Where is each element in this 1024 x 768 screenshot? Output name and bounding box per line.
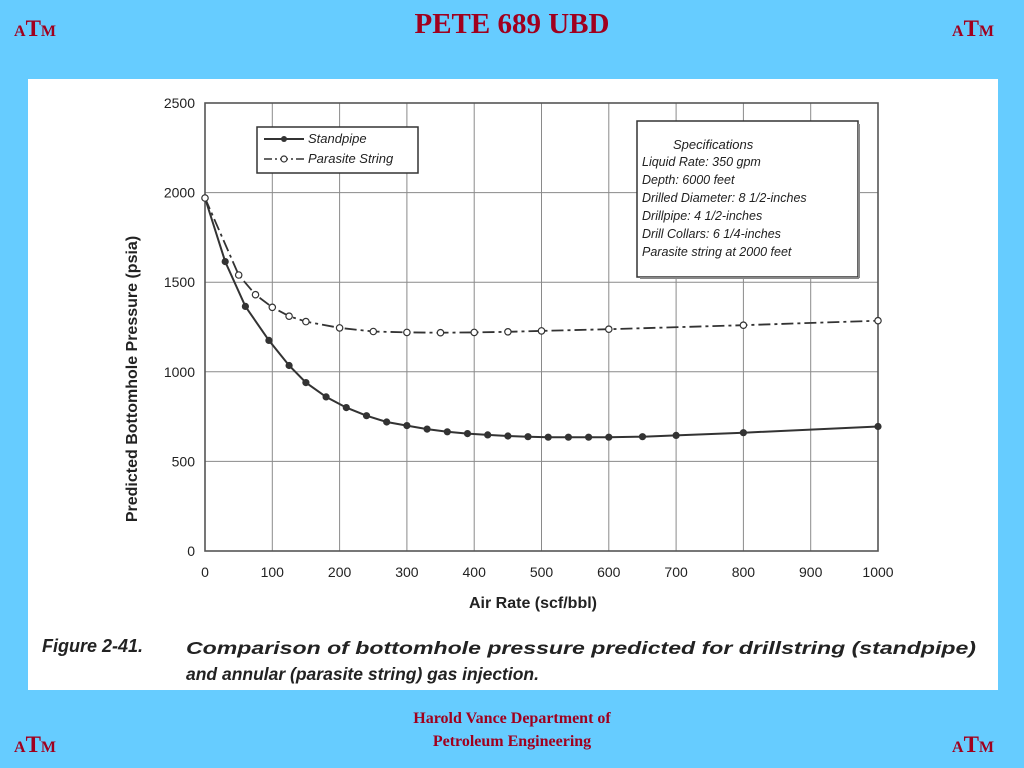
- spec-line: Drill Collars: 6 1/4-inches: [642, 227, 781, 241]
- x-tick-label: 100: [261, 564, 285, 580]
- standpipe-point: [638, 433, 647, 441]
- standpipe-point: [605, 433, 613, 441]
- standpipe-point: [504, 432, 512, 440]
- standpipe-point: [241, 302, 249, 310]
- x-tick-label: 1000: [862, 564, 893, 580]
- parasite-string-point: [234, 271, 243, 279]
- footer: Harold Vance Department of Petroleum Eng…: [312, 707, 712, 753]
- legend-standpipe-label: Standpipe: [308, 131, 367, 146]
- standpipe-point: [443, 428, 451, 436]
- pressure-chart: 0 100 200 300 400 500 600 700 800 900 1000 0 500 1000…: [42, 95, 976, 684]
- standpipe-point: [265, 336, 273, 344]
- standpipe-point: [383, 418, 391, 426]
- parasite-string-point: [604, 325, 613, 334]
- parasite-string-point: [201, 194, 209, 202]
- standpipe-point: [672, 431, 680, 439]
- footer-line-1: Harold Vance Department of: [413, 710, 611, 727]
- legend-parasite-marker: [280, 155, 288, 163]
- parasite-string-point: [268, 303, 277, 312]
- standpipe-point: [362, 412, 371, 420]
- standpipe-point: [564, 433, 573, 441]
- chart-axes: 0 100 200 300 400 500 600 700 800 900 1000 0 500 1000…: [164, 95, 894, 580]
- atm-logo-top-right: ATM: [952, 16, 995, 41]
- x-tick-label: 300: [395, 564, 419, 580]
- spec-line: Drillpipe: 4 1/2-inches: [642, 209, 762, 223]
- footer-line-2: Petroleum Engineering: [432, 733, 592, 750]
- parasite-string-point: [302, 317, 310, 326]
- parasite-string-point: [369, 327, 378, 336]
- x-tick-label: 800: [732, 564, 756, 580]
- y-tick-label: 1000: [164, 364, 195, 380]
- spec-line: Drilled Diameter: 8 1/2-inches: [642, 191, 807, 205]
- standpipe-point: [221, 258, 229, 266]
- spec-line: Parasite string at 2000 feet: [642, 245, 792, 259]
- parasite-string-point: [251, 290, 260, 299]
- y-axis-label: Predicted Bottomhole Pressure (psia): [124, 236, 141, 522]
- atm-logo-bottom-right: ATM: [952, 732, 995, 757]
- parasite-string-point: [403, 328, 411, 337]
- parasite-string-point: [504, 328, 512, 336]
- spec-line: Liquid Rate: 350 gpm: [642, 155, 761, 169]
- x-tick-label: 0: [201, 564, 209, 580]
- standpipe-point: [403, 422, 411, 430]
- parasite-string-point: [739, 321, 748, 330]
- y-tick-label: 0: [187, 543, 195, 559]
- specifications-title: Specifications: [673, 137, 754, 152]
- x-tick-label: 600: [597, 564, 621, 580]
- standpipe-point: [584, 433, 593, 441]
- standpipe-point: [484, 431, 492, 439]
- parasite-string-point: [537, 327, 546, 335]
- x-tick-label: 500: [530, 564, 554, 580]
- y-tick-label: 1500: [164, 274, 195, 290]
- chart-legend: Standpipe Parasite String: [256, 126, 419, 174]
- parasite-string-point: [335, 324, 344, 332]
- parasite-string-point: [436, 328, 445, 337]
- atm-logo-top-left: ATM: [14, 16, 57, 41]
- standpipe-point: [544, 433, 552, 441]
- figure-panel: 0 100 200 300 400 500 600 700 800 900 1000 0 500 1000…: [28, 79, 998, 690]
- figure-caption-line1: Comparison of bottomhole pressure predic…: [186, 638, 976, 658]
- plot-frame: [204, 102, 879, 552]
- x-tick-label: 400: [463, 564, 487, 580]
- standpipe-point: [874, 422, 882, 431]
- specifications-box: Specifications Liquid Rate: 350 gpm Dept…: [636, 120, 860, 279]
- standpipe-point: [463, 430, 472, 438]
- standpipe-point: [322, 393, 330, 401]
- figure-caption-label: Figure 2-41.: [42, 636, 143, 656]
- slide-title: PETE 689 UBD: [414, 8, 610, 40]
- spec-line: Depth: 6000 feet: [642, 173, 735, 187]
- standpipe-point: [739, 429, 748, 437]
- y-tick-label: 2500: [164, 95, 195, 111]
- standpipe-point: [423, 425, 431, 433]
- standpipe-point: [302, 379, 310, 387]
- standpipe-point: [342, 404, 350, 412]
- atm-logo-bottom-left: ATM: [14, 732, 57, 757]
- chart-series: [201, 194, 882, 441]
- parasite-string-line: [204, 197, 879, 334]
- x-axis-label: Air Rate (scf/bbl): [469, 595, 597, 612]
- standpipe-point: [524, 433, 532, 441]
- standpipe-point: [285, 361, 293, 370]
- x-tick-label: 900: [799, 564, 823, 580]
- legend-standpipe-marker: [281, 136, 287, 142]
- parasite-string-point: [285, 312, 293, 321]
- y-tick-label: 2000: [164, 185, 195, 201]
- x-tick-label: 200: [328, 564, 352, 580]
- legend-parasite-label: Parasite String: [308, 151, 394, 166]
- figure-caption-line2: and annular (parasite string) gas inject…: [186, 664, 539, 684]
- parasite-string-point: [470, 328, 479, 337]
- parasite-string-point: [874, 316, 882, 325]
- y-tick-label: 500: [172, 453, 196, 469]
- x-tick-label: 700: [664, 564, 688, 580]
